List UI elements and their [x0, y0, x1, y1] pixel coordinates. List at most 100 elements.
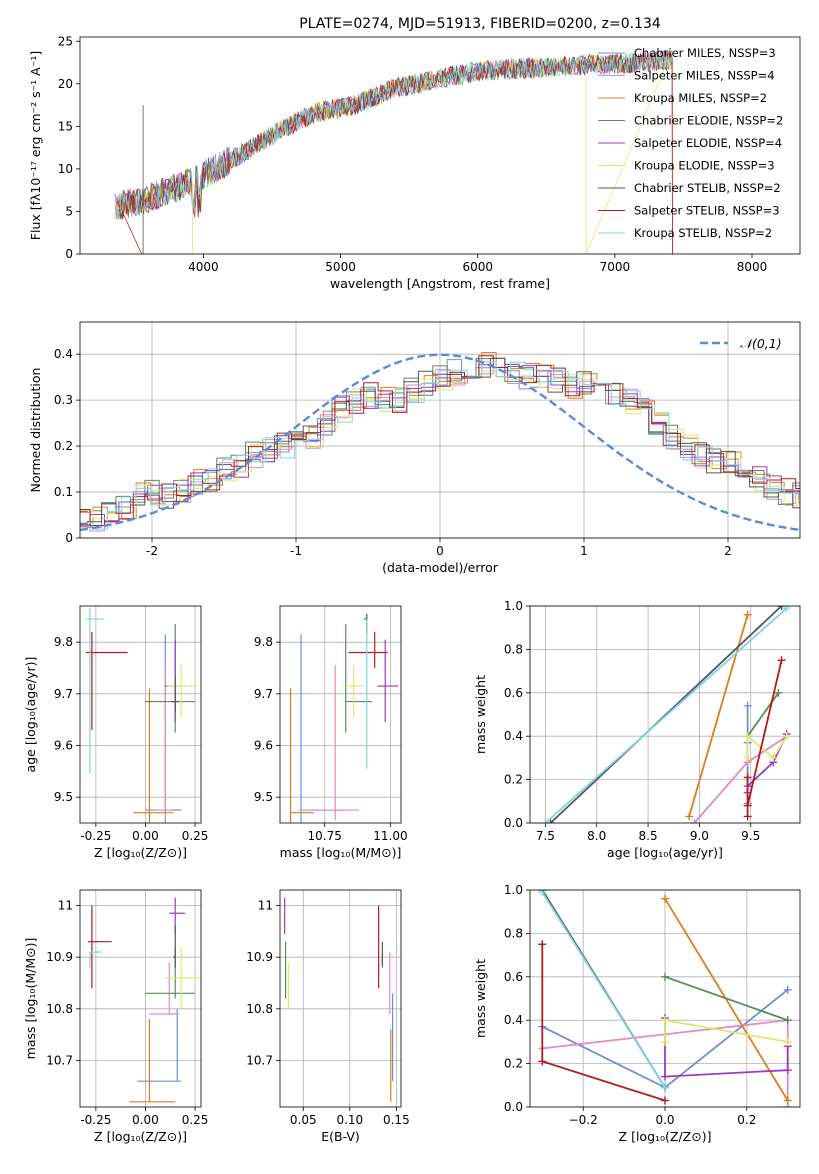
x-axis-label: (data-model)/error	[382, 560, 499, 575]
y-tick-label: 0.2	[54, 439, 73, 453]
series-kroupa-stelib	[541, 606, 791, 823]
legend-label-kroupa-elodie: Kroupa ELODIE, NSSP=3	[634, 159, 775, 173]
series-line	[664, 898, 789, 1101]
errorbar-kroupa-stelib	[89, 951, 102, 968]
y-axis-label: mass [log₁₀(M/M⊙)]	[23, 938, 38, 1060]
x-tick-label: 8.5	[639, 829, 658, 843]
spectrum-kroupa-elodie	[117, 50, 673, 254]
y-tick-label: 0.2	[504, 1057, 523, 1071]
y-axis-label: age [log₁₀(age/yr)]	[23, 657, 38, 773]
series-kroupa-miles	[685, 610, 752, 821]
plot-area	[114, 49, 673, 254]
y-tick-label: 15	[58, 119, 73, 133]
x-tick-label: 2	[724, 544, 732, 558]
y-tick-label: 0	[65, 531, 73, 545]
series-kroupa-stelib	[538, 890, 669, 1092]
errorbar-chabrier-stelib	[173, 926, 176, 968]
legend-label-chabrier-elodie: Chabrier ELODIE, NSSP=2	[634, 114, 783, 128]
series-line	[541, 891, 666, 1088]
x-tick-label: 0.10	[336, 1113, 363, 1127]
y-tick-label: 9.6	[54, 739, 73, 753]
histogram-chabrier-miles	[80, 357, 800, 528]
errorbar-kroupa-elodie	[343, 665, 365, 718]
y-tick-label: 1.0	[504, 883, 523, 897]
y-tick-label: 20	[58, 77, 73, 91]
legend-label-salpeter-elodie: Salpeter ELODIE, NSSP=4	[634, 136, 782, 150]
axes-frame	[529, 889, 801, 1108]
errorbar-salpeter-elodie	[169, 897, 186, 934]
x-axis-label: Z [log₁₀(Z/Z⊙)]	[94, 1129, 187, 1144]
y-tick-label: 0	[65, 247, 73, 261]
series-line	[664, 1018, 789, 1078]
legend-label-salpeter-miles: Salpeter MILES, NSSP=4	[634, 69, 775, 83]
x-tick-label: -0.25	[80, 829, 111, 843]
x-tick-label: 0.2	[737, 1113, 756, 1127]
x-axis-label: mass [log₁₀(M/M⊙)]	[280, 845, 402, 860]
spectrum-kroupa-stelib	[119, 51, 672, 216]
errorbar-salpeter-miles	[155, 665, 172, 821]
errorbar-salpeter-stelib	[85, 631, 128, 730]
x-tick-label: 9.0	[690, 829, 709, 843]
histogram-salpeter-stelib	[80, 355, 800, 526]
x-tick-label: 11.00	[373, 829, 407, 843]
x-tick-label: −0.2	[569, 1113, 598, 1127]
plot-area	[87, 897, 201, 1103]
errorbar-kroupa-elodie	[167, 665, 198, 718]
plot-area	[80, 351, 800, 532]
y-tick-label: 11	[58, 899, 73, 913]
errorbar-salpeter-stelib	[348, 631, 388, 668]
errorbar-salpeter-miles	[149, 962, 180, 1015]
errorbar-kroupa-elodie	[165, 946, 201, 1009]
x-axis-label: Z [log₁₀(Z/Z⊙)]	[619, 1129, 712, 1144]
y-tick-label: 9.8	[254, 635, 273, 649]
axes-4: 10.75 11.00 9.5 9.6 9.7 9.8 mass [log₁₀(M/M⊙)]	[254, 605, 408, 860]
y-tick-label: 5	[65, 204, 73, 218]
plot-area	[85, 608, 198, 823]
y-tick-label: 0.8	[504, 642, 523, 656]
errorbar-kroupa-miles	[129, 1019, 176, 1103]
x-tick-label: 0.00	[132, 829, 159, 843]
errorbar-kroupa-miles	[289, 688, 315, 823]
legend-label-kroupa-miles: Kroupa MILES, NSSP=2	[634, 91, 767, 105]
x-tick-label: 8000	[737, 260, 768, 274]
x-tick-label: 0.25	[182, 829, 209, 843]
axes-3: -0.25 0.00 0.25 9.5 9.6 9.7 9.8 Z [log₁₀(Z/Z⊙)]…	[23, 605, 209, 860]
axes-frame	[279, 889, 402, 1108]
y-tick-label: 0.6	[504, 970, 523, 984]
y-tick-label: 0.0	[504, 816, 523, 830]
series-salpeter-stelib	[538, 940, 669, 1105]
errorbar-kroupa-stelib	[85, 608, 104, 774]
y-tick-label: 9.5	[54, 790, 73, 804]
errorbar-chabrier-elodie	[145, 624, 196, 733]
axes-6: -0.25 0.00 0.25 10.7 10.8 10.9 11 Z [log₁₀(Z/Z⊙…	[23, 889, 209, 1144]
x-axis-label: age [log₁₀(age/yr)]	[607, 845, 723, 860]
axes-frame	[529, 605, 801, 824]
legend-label-chabrier-stelib: Chabrier STELIB, NSSP=2	[634, 181, 781, 195]
y-tick-label: 0.4	[504, 729, 523, 743]
y-tick-label: 9.6	[254, 739, 273, 753]
series-kroupa-elodie	[661, 1016, 792, 1046]
axes-1: 4000 5000 6000 7000 8000 0 5 10 15 20 25 wavelength…	[28, 16, 801, 291]
x-axis-label: wavelength [Angstrom, rest frame]	[330, 276, 550, 291]
errorbar-chabrier-stelib	[171, 675, 180, 712]
x-axis-label: E(B-V)	[321, 1129, 360, 1144]
gaussian-curve	[80, 353, 800, 532]
series-kroupa-miles	[661, 894, 792, 1105]
x-axis-label: Z [log₁₀(Z/Z⊙)]	[94, 845, 187, 860]
histogram-salpeter-elodie	[80, 364, 800, 526]
y-tick-label: 9.7	[54, 687, 73, 701]
histogram-kroupa-elodie	[80, 370, 800, 519]
y-tick-label: 0.1	[54, 485, 73, 499]
x-tick-label: 0	[436, 544, 444, 558]
y-tick-label: 10.9	[46, 950, 73, 964]
plot-area	[538, 890, 792, 1107]
x-tick-label: 0.25	[182, 1113, 209, 1127]
x-tick-label: 10.75	[308, 829, 342, 843]
errorbar-salpeter-miles	[298, 665, 359, 821]
errorbar-salpeter-stelib	[87, 905, 112, 989]
x-tick-label: 0.0	[655, 1113, 674, 1127]
legend-label-chabrier-miles: Chabrier MILES, NSSP=3	[634, 46, 776, 60]
y-tick-label: 10.8	[246, 1002, 273, 1016]
legend-label-gaussian: 𝒩(0,1)	[740, 336, 782, 351]
y-tick-label: 9.5	[254, 790, 273, 804]
